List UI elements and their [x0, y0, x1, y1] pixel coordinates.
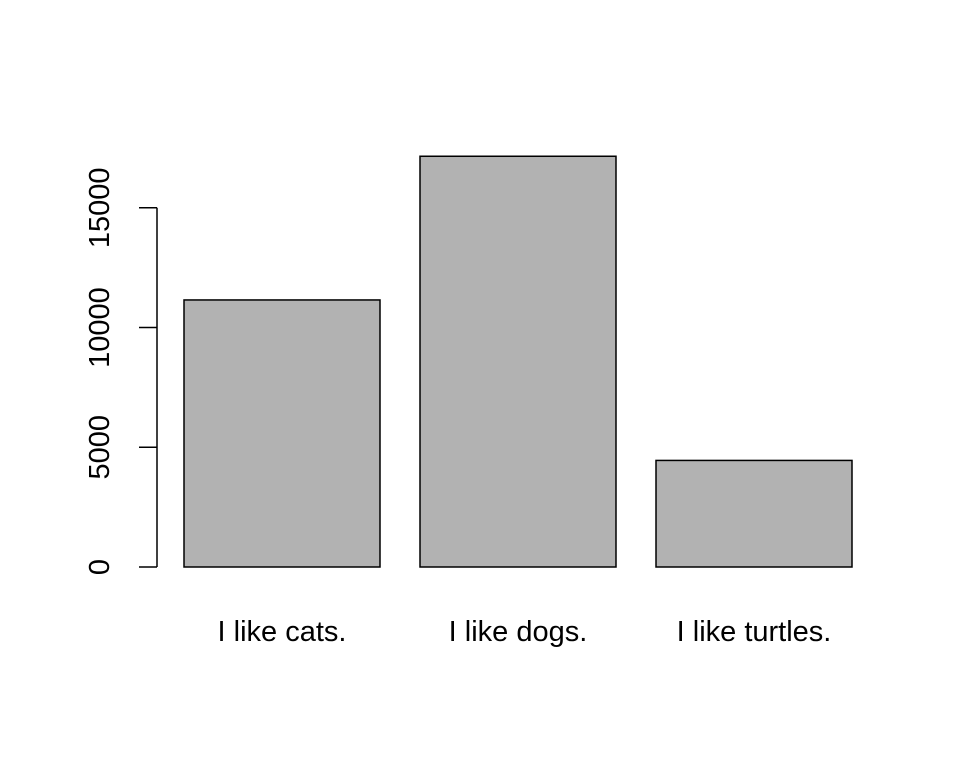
x-category-label: I like cats.	[218, 616, 347, 648]
x-category-label: I like turtles.	[677, 616, 832, 648]
bar-3	[655, 459, 853, 568]
bar-2	[419, 155, 617, 568]
bar-1	[183, 299, 381, 568]
x-axis-labels: I like cats. I like dogs. I like turtles.	[218, 616, 832, 648]
bars	[183, 155, 853, 568]
y-tick-label: 10000	[84, 287, 116, 368]
y-tick-label: 5000	[84, 415, 116, 480]
y-tick-label: 0	[84, 559, 116, 575]
x-category-label: I like dogs.	[449, 616, 588, 648]
y-axis: 0 5000 10000 15000	[84, 167, 158, 575]
y-tick-label: 15000	[84, 167, 116, 248]
